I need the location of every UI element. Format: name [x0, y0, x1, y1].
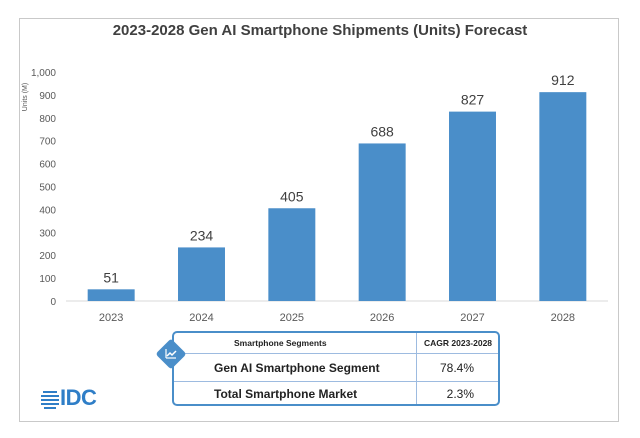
y-tick-label: 300	[39, 228, 56, 239]
idc-globe-icon	[41, 391, 59, 409]
data-label: 51	[103, 269, 119, 285]
y-tick-label: 600	[39, 160, 56, 171]
bar	[449, 111, 496, 301]
x-tick-label: 2028	[551, 312, 575, 324]
y-tick-label: 800	[39, 114, 56, 125]
segment-cagr: 78.4%	[439, 361, 474, 375]
segment-name: Gen AI Smartphone Segment	[214, 361, 380, 375]
y-tick-label: 200	[39, 251, 56, 262]
data-label: 234	[190, 227, 214, 243]
chart-title: 2023-2028 Gen AI Smartphone Shipments (U…	[112, 22, 528, 39]
idc-logo: IDC	[60, 385, 97, 410]
data-label: 912	[551, 72, 575, 88]
y-tick-label: 900	[39, 91, 56, 102]
segment-cagr: 2.3%	[446, 387, 474, 401]
bar	[539, 92, 587, 301]
y-tick-label: 700	[39, 137, 56, 148]
y-tick-label: 100	[39, 274, 56, 285]
x-tick-label: 2024	[189, 312, 213, 324]
data-label: 405	[280, 188, 304, 204]
y-tick-label: 500	[39, 183, 56, 194]
table-row: Total Smartphone Market 2.3%	[174, 381, 498, 407]
trend-line-icon	[165, 349, 177, 359]
bar	[358, 143, 406, 301]
bar	[178, 247, 225, 301]
data-label: 688	[370, 123, 394, 139]
bar	[87, 289, 135, 301]
y-tick-label: 400	[39, 205, 56, 216]
segments-table: Smartphone Segments CAGR 2023-2028 Gen A…	[172, 331, 500, 406]
segment-name: Total Smartphone Market	[214, 387, 358, 401]
y-tick-label: 1,000	[31, 68, 56, 79]
header-segment: Smartphone Segments	[234, 338, 327, 348]
table-row: Gen AI Smartphone Segment 78.4%	[174, 355, 498, 382]
x-tick-label: 2025	[280, 312, 304, 324]
x-tick-label: 2023	[99, 312, 123, 324]
header-cagr: CAGR 2023-2028	[424, 338, 493, 348]
x-tick-label: 2026	[370, 312, 394, 324]
data-label: 827	[461, 92, 485, 108]
table-header: Smartphone Segments CAGR 2023-2028	[174, 333, 498, 354]
column-divider	[416, 333, 417, 404]
x-tick-label: 2027	[460, 312, 484, 324]
bar	[268, 208, 316, 301]
y-tick-label: 0	[50, 297, 56, 308]
y-axis-label: Units (M)	[22, 83, 29, 111]
